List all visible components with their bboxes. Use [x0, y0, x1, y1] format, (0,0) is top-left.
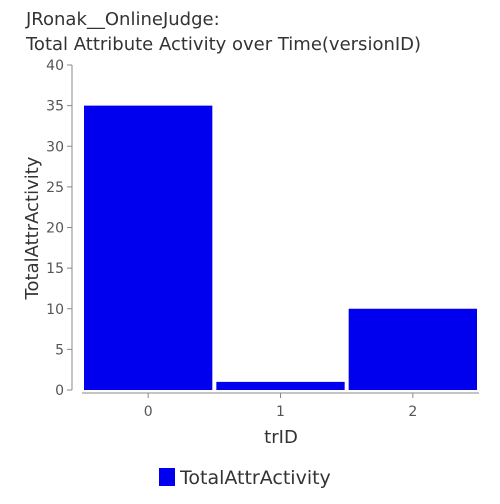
chart-title-line-2: Total Attribute Activity over Time(versi… — [25, 34, 421, 55]
x-axis-label: trID — [264, 427, 298, 448]
bars — [84, 105, 477, 390]
x-tick-label: 2 — [408, 404, 417, 420]
y-tick-label: 5 — [55, 342, 64, 358]
bar[interactable] — [348, 308, 477, 390]
y-tick-label: 40 — [46, 58, 64, 74]
x-tick-label: 0 — [144, 404, 153, 420]
y-tick-label: 20 — [46, 221, 64, 237]
x-axis: 0 1 2 — [82, 392, 479, 420]
y-tick-label: 10 — [46, 302, 64, 318]
y-axis: 0 5 10 15 20 25 30 35 40 — [46, 58, 73, 399]
legend-label: TotalAttrActivity — [179, 467, 331, 489]
y-tick-label: 30 — [46, 139, 64, 155]
chart-title: JRonak__OnlineJudge: Total Attribute Act… — [25, 9, 421, 55]
legend: TotalAttrActivity — [159, 467, 331, 489]
y-tick-label: 25 — [46, 180, 64, 196]
chart-title-line-1: JRonak__OnlineJudge: — [25, 9, 220, 30]
y-axis-label: TotalAttrActivity — [22, 156, 43, 300]
legend-swatch — [159, 468, 175, 486]
x-tick-label: 1 — [276, 404, 285, 420]
y-tick-label: 0 — [55, 383, 64, 399]
bar[interactable] — [216, 381, 345, 390]
y-tick-label: 35 — [46, 99, 64, 115]
y-tick-label: 15 — [46, 261, 64, 277]
bar[interactable] — [84, 105, 213, 390]
